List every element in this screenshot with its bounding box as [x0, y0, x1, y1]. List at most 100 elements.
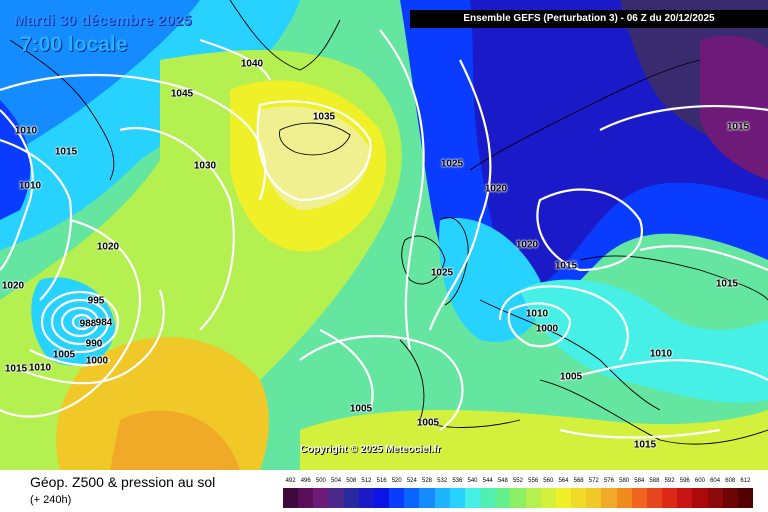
- isobar-label: 1005: [52, 349, 76, 361]
- isobar-1015-se: [559, 428, 721, 439]
- scale-tick-label: 580: [619, 478, 630, 484]
- isobar-label: 1005: [559, 371, 583, 383]
- isobar-label: 1005: [416, 417, 440, 429]
- copyright: Copyright © 2025 Meteociel.fr: [300, 444, 441, 455]
- scale-tick-label: 492: [285, 478, 296, 484]
- time-label: 7:00 locale: [20, 33, 128, 56]
- isobar-1020-a: [428, 59, 492, 331]
- z500-zone-south: [300, 410, 768, 470]
- isobar-label: 1015: [633, 439, 657, 451]
- isobar-label: 1015: [54, 146, 78, 158]
- isobar-990: [50, 298, 110, 346]
- isobar-label: 1020: [484, 183, 508, 195]
- isobar-1010-west: [0, 109, 34, 271]
- isobar-1005: [19, 289, 165, 385]
- scale-tick-label: 592: [664, 478, 675, 484]
- footer: Géop. Z500 & pression au sol (+ 240h) 49…: [0, 470, 768, 512]
- isobar-label: 1045: [170, 88, 194, 100]
- scale-swatch: [389, 488, 405, 508]
- scale-swatch: [677, 488, 693, 508]
- isobar-1010: [498, 285, 629, 361]
- footer-title: Géop. Z500 & pression au sol: [30, 474, 216, 490]
- scale-tick-label: 596: [679, 478, 690, 484]
- scale-tick-label: 524: [406, 478, 417, 484]
- map-canvas: [0, 0, 768, 470]
- isobar-label: 1020: [515, 239, 539, 251]
- scale-tick-label: 532: [437, 478, 448, 484]
- isobar-988: [60, 306, 100, 338]
- isobar-label: 1000: [85, 355, 109, 367]
- isobar-label: 1000: [535, 323, 559, 335]
- scale-swatch: [510, 488, 526, 508]
- scale-tick-label: 556: [528, 478, 539, 484]
- scale-swatch: [449, 488, 465, 508]
- scale-swatch: [692, 488, 708, 508]
- isobar-1005-east: [559, 358, 768, 382]
- isobar-label: 1015: [554, 260, 578, 272]
- scale-swatch: [525, 488, 541, 508]
- isobar-label: 1030: [193, 160, 217, 172]
- isobar-label: 1010: [525, 308, 549, 320]
- scale-swatch: [646, 488, 663, 508]
- scale-tick-label: 516: [376, 478, 387, 484]
- scale-tick-label: 508: [346, 478, 357, 484]
- isobar-1010-s: [319, 329, 374, 411]
- isobar-label: 1020: [96, 241, 120, 253]
- isobar-label: 984: [95, 317, 113, 329]
- scale-swatch: [313, 488, 329, 508]
- z500-zone-deep-blue: [0, 100, 31, 220]
- isobar-label: 1005: [349, 403, 373, 415]
- z500-zone-purple: [700, 35, 768, 180]
- isobar-984: [71, 313, 93, 331]
- scale-tick-label: 512: [361, 478, 372, 484]
- scale-swatch: [404, 488, 420, 508]
- scale-swatch: [495, 488, 511, 508]
- scale-tick-label: 564: [558, 478, 569, 484]
- scale-swatch: [464, 488, 481, 508]
- weather-map: Mardi 30 décembre 2025 7:00 locale Ensem…: [0, 0, 768, 470]
- scale-tick-label: 568: [573, 478, 584, 484]
- isobar-1030: [119, 127, 235, 331]
- scale-swatch: [571, 488, 587, 508]
- scale-swatch: [540, 488, 556, 508]
- scale-swatch: [480, 488, 496, 508]
- isobar-1020-west: [0, 218, 142, 418]
- isobars: [0, 29, 768, 439]
- isobar-label: 990: [85, 338, 103, 350]
- scale-tick-label: 576: [603, 478, 614, 484]
- scale-tick-label: 528: [422, 478, 433, 484]
- isobar-label: 1020: [1, 280, 25, 292]
- scale-tick-label: 496: [300, 478, 311, 484]
- scale-tick-label: 520: [391, 478, 402, 484]
- z500-zone-deep-orange: [110, 410, 240, 470]
- isobar-1015-ne: [599, 104, 768, 131]
- scale-tick-label: 560: [543, 478, 554, 484]
- isobar-label: 1010: [18, 180, 42, 192]
- isobar-995: [40, 290, 120, 354]
- scale-swatch: [343, 488, 359, 508]
- scale-tick-label: 612: [740, 478, 751, 484]
- isobar-1015-e: [639, 244, 768, 272]
- z500-zone-teal-east: [520, 279, 768, 403]
- scale-swatch: [555, 488, 572, 508]
- isobar-label: 1010: [28, 362, 52, 374]
- scale-tick-label: 500: [315, 478, 326, 484]
- scale-tick-label: 600: [694, 478, 705, 484]
- z500-zone-cyan-east: [439, 218, 542, 342]
- isobar-1015-trough: [536, 188, 643, 272]
- scale-swatch: [358, 488, 374, 508]
- isobar-label: 1025: [440, 158, 464, 170]
- isobar-1000-low: [507, 302, 572, 348]
- footer-subtitle: (+ 240h): [30, 494, 72, 506]
- scale-swatch: [631, 488, 647, 508]
- z500-zone-pale-yellow: [259, 106, 370, 210]
- isobar-1035: [256, 100, 372, 202]
- isobar-label: 1015: [715, 278, 739, 290]
- isobar-1000: [29, 349, 111, 367]
- isobar-1025: [379, 29, 425, 351]
- scale-tick-label: 504: [331, 478, 342, 484]
- isobar-1015-west: [0, 138, 72, 301]
- isobar-1045: [0, 73, 267, 201]
- date-label: Mardi 30 décembre 2025: [14, 12, 192, 29]
- scale-swatch: [419, 488, 435, 508]
